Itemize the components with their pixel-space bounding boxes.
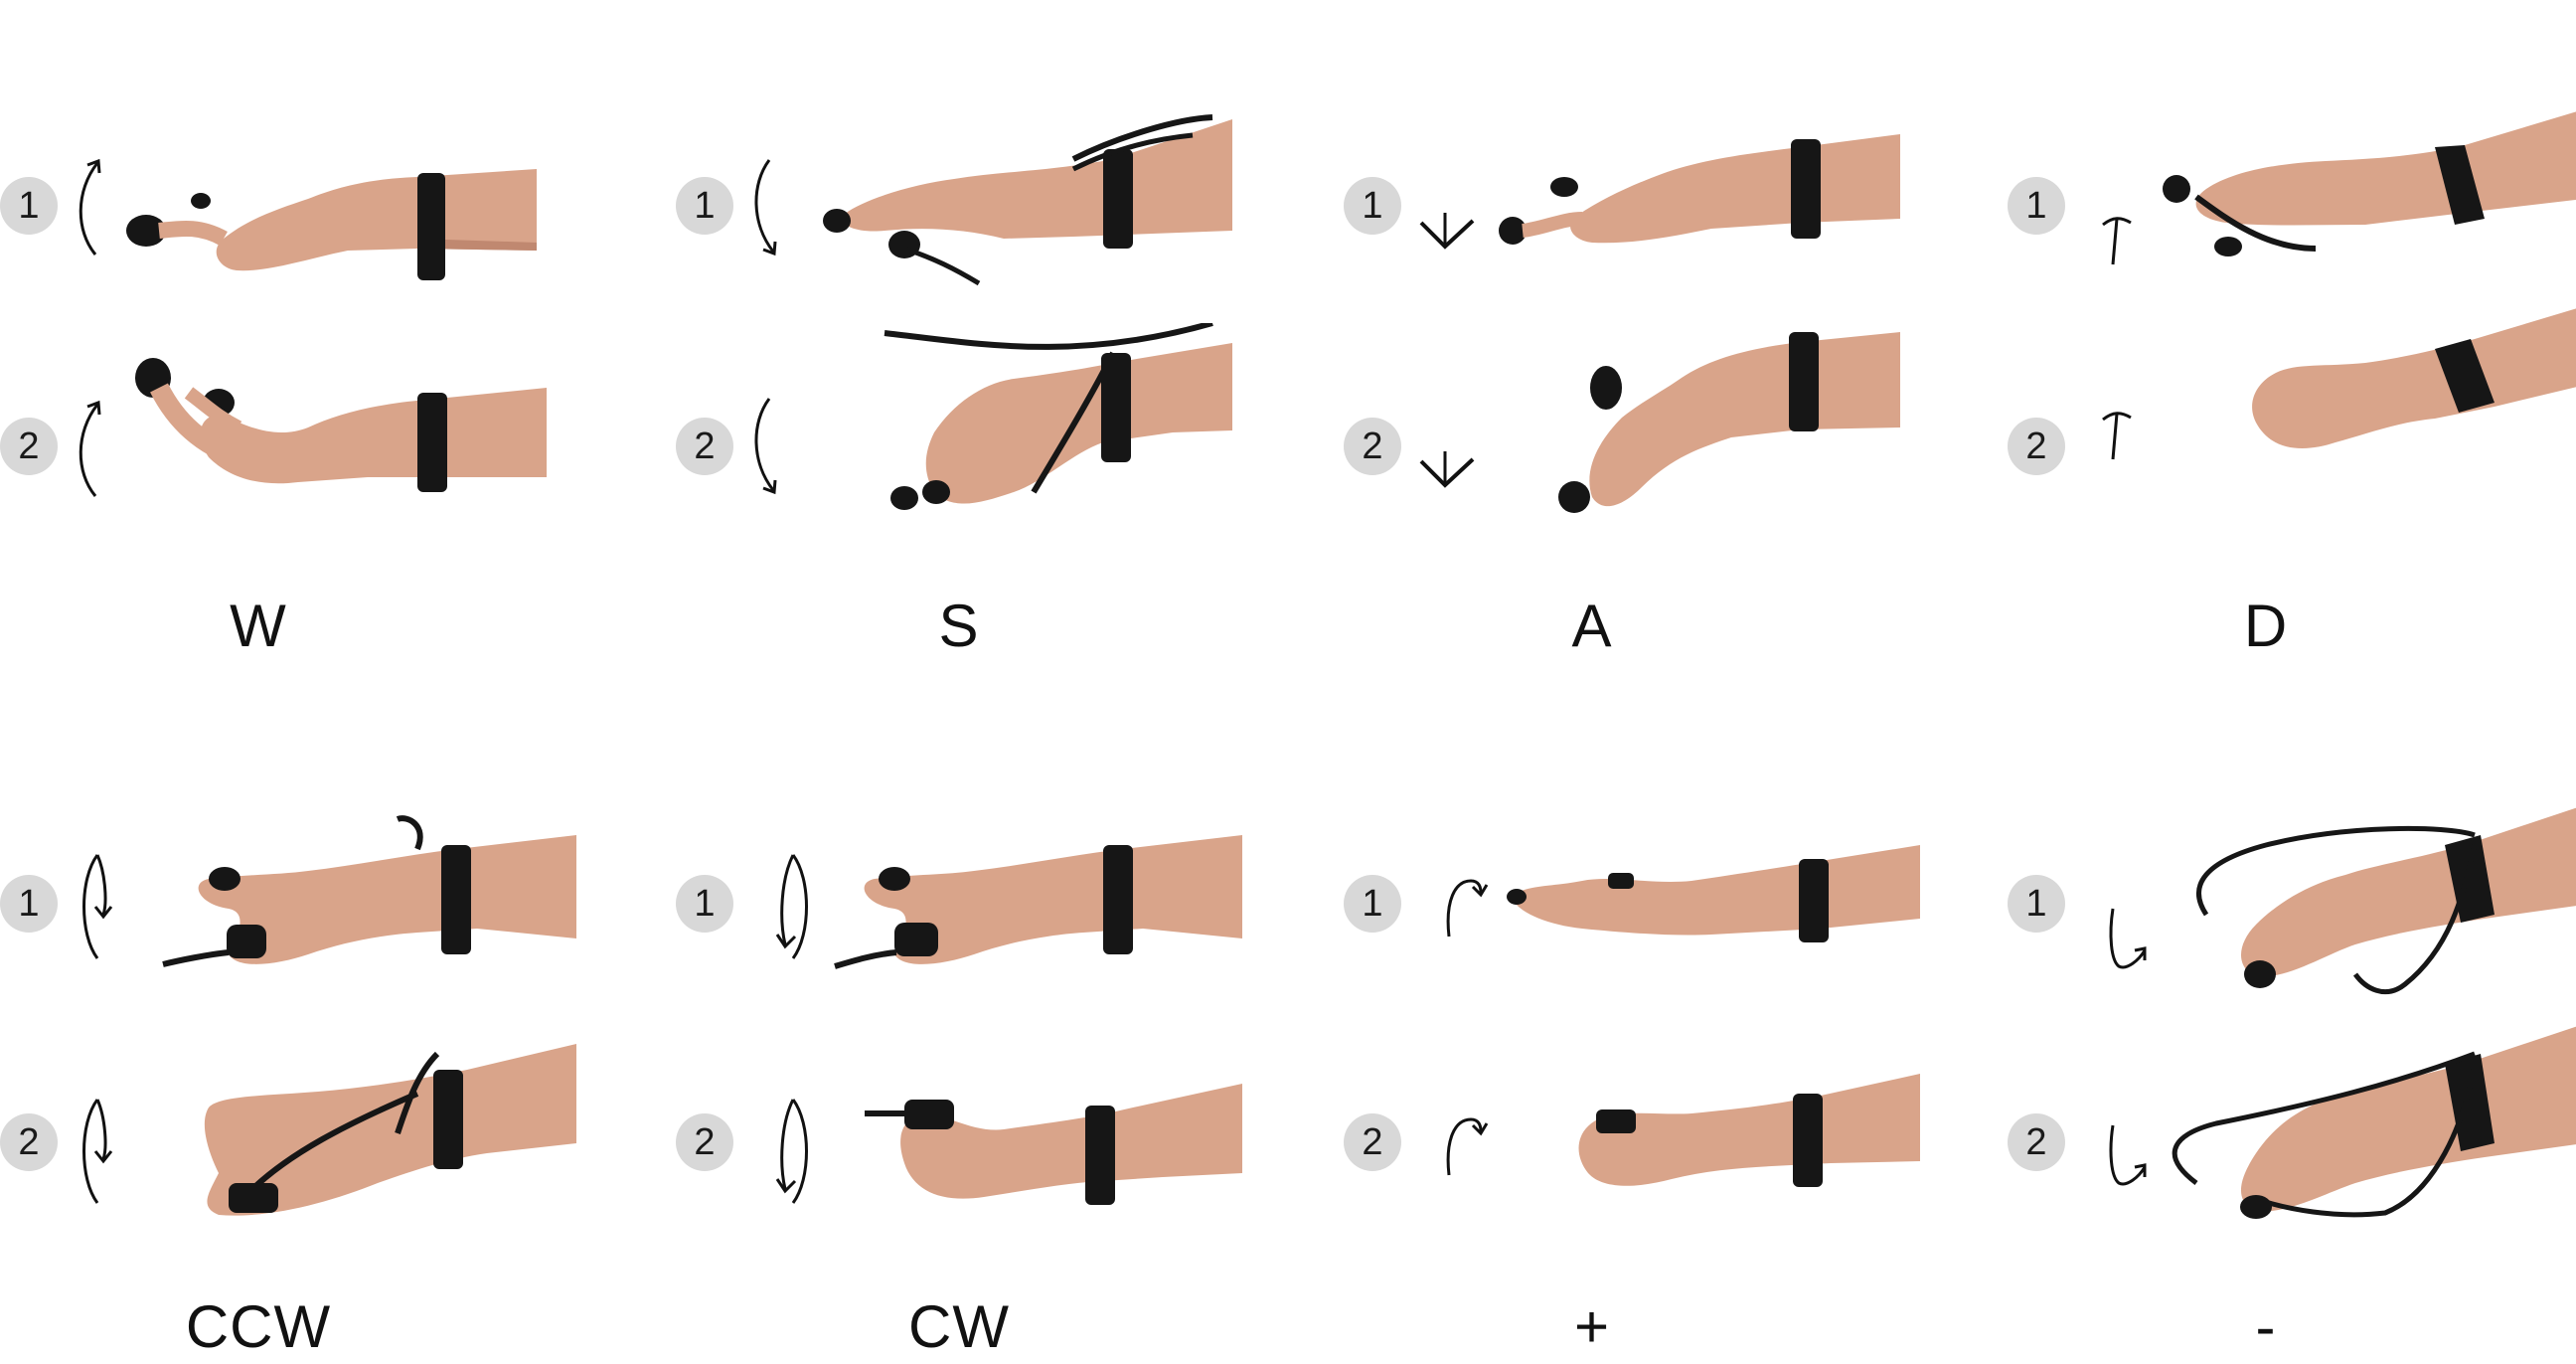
step-badge-1: 1 — [0, 875, 58, 933]
step-badge-1: 1 — [2008, 875, 2065, 933]
step-badge-2: 2 — [1344, 1113, 1401, 1171]
chevron-down-icon — [1417, 209, 1477, 258]
gesture-panel-ccw: 1 2 CCW — [0, 805, 636, 1362]
chevron-down-icon — [1417, 447, 1477, 497]
gesture-panel-w: 1 2 W — [0, 109, 636, 666]
rotate-ccw-icon — [76, 849, 119, 964]
gesture-label-a: A — [1571, 593, 1613, 659]
gesture-label-cw: CW — [908, 1293, 1010, 1360]
hand-photo-ccw-step-1 — [159, 805, 576, 974]
rotate-cw-icon — [771, 1094, 815, 1209]
step-badge-1: 1 — [1344, 177, 1401, 235]
hand-photo-s-step-2 — [875, 323, 1232, 522]
step-badge-1: 1 — [1344, 875, 1401, 933]
hand-photo-minus-step-1 — [2147, 805, 2576, 1004]
gesture-label-plus: + — [1573, 1293, 1611, 1360]
gesture-label-minus: - — [2255, 1293, 2277, 1360]
hand-photo-minus-step-2 — [2137, 1024, 2576, 1223]
gesture-panel-s: 1 2 S — [676, 109, 1312, 666]
hand-photo-a-step-1 — [1483, 119, 1900, 278]
gesture-panel-plus: 1 2 + — [1344, 805, 1980, 1362]
hand-photo-a-step-2 — [1523, 318, 1900, 517]
gesture-panel-a: 1 2 A — [1344, 109, 1980, 666]
hand-photo-cw-step-2 — [845, 1074, 1242, 1213]
hand-photo-d-step-1 — [2147, 109, 2576, 268]
hand-photo-cw-step-1 — [825, 805, 1242, 974]
step-badge-2: 2 — [2008, 1113, 2065, 1171]
step-badge-1: 1 — [0, 177, 58, 235]
hook-arrow-down-right-icon — [2105, 905, 2155, 974]
hand-photo-plus-step-1 — [1503, 845, 1920, 974]
step-badge-2: 2 — [0, 1113, 58, 1171]
curved-arrow-down-icon — [747, 393, 787, 502]
hand-photo-ccw-step-2 — [189, 1044, 576, 1223]
curved-arrow-up-icon — [72, 393, 111, 502]
hand-photo-w-step-2 — [129, 348, 547, 527]
rotate-cw-icon — [771, 849, 815, 964]
step-badge-2: 2 — [0, 418, 58, 475]
hook-arrow-right-icon — [1441, 1109, 1491, 1179]
gesture-label-s: S — [938, 593, 980, 659]
gesture-label-d: D — [2243, 593, 2289, 659]
hand-photo-w-step-1 — [119, 139, 537, 288]
hook-arrow-right-icon — [1441, 871, 1491, 940]
hand-photo-plus-step-2 — [1532, 1074, 1920, 1203]
step-badge-2: 2 — [676, 418, 733, 475]
arrow-up-bar-icon — [2099, 408, 2135, 463]
hand-photo-d-step-2 — [2196, 303, 2576, 482]
step-badge-2: 2 — [2008, 418, 2065, 475]
hook-arrow-down-right-icon — [2105, 1121, 2155, 1191]
step-badge-2: 2 — [1344, 418, 1401, 475]
gesture-panel-cw: 1 2 CW — [676, 805, 1312, 1362]
arrow-up-bar-icon — [2099, 213, 2135, 268]
gesture-panel-minus: 1 2 - — [2008, 805, 2576, 1362]
step-badge-1: 1 — [2008, 177, 2065, 235]
gesture-panel-d: 1 2 D — [2008, 109, 2576, 666]
hand-photo-s-step-1 — [815, 109, 1232, 288]
gesture-label-w: W — [230, 593, 287, 659]
gesture-label-ccw: CCW — [185, 1293, 332, 1360]
curved-arrow-down-icon — [747, 154, 787, 263]
step-badge-2: 2 — [676, 1113, 733, 1171]
rotate-ccw-icon — [76, 1094, 119, 1209]
curved-arrow-up-icon — [72, 151, 111, 260]
step-badge-1: 1 — [676, 875, 733, 933]
step-badge-1: 1 — [676, 177, 733, 235]
